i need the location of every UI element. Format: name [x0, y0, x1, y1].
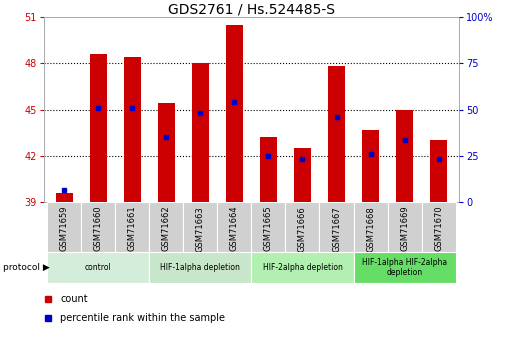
Text: GSM71660: GSM71660 — [93, 206, 103, 252]
Bar — [115, 202, 149, 252]
Bar — [362, 129, 379, 202]
Bar — [192, 63, 209, 202]
Bar — [218, 202, 251, 252]
Bar — [124, 57, 141, 202]
Text: GSM71668: GSM71668 — [366, 206, 375, 252]
Bar — [47, 202, 81, 252]
Text: GSM71659: GSM71659 — [60, 206, 69, 251]
Title: GDS2761 / Hs.524485-S: GDS2761 / Hs.524485-S — [168, 2, 335, 16]
Bar — [294, 148, 311, 202]
Bar — [90, 54, 107, 202]
Bar — [251, 252, 353, 283]
Text: GSM71661: GSM71661 — [128, 206, 136, 252]
Bar — [260, 137, 277, 202]
Text: percentile rank within the sample: percentile rank within the sample — [60, 313, 225, 323]
Bar — [226, 25, 243, 202]
Bar — [328, 67, 345, 202]
Bar — [157, 104, 175, 202]
Text: GSM71667: GSM71667 — [332, 206, 341, 252]
Text: GSM71664: GSM71664 — [230, 206, 239, 252]
Bar — [149, 252, 251, 283]
Bar — [285, 202, 320, 252]
Bar — [430, 140, 447, 202]
Text: control: control — [85, 263, 111, 272]
Bar — [251, 202, 285, 252]
Bar — [396, 110, 413, 202]
Text: GSM71666: GSM71666 — [298, 206, 307, 252]
Bar — [47, 252, 149, 283]
Text: HIF-1alpha HIF-2alpha
depletion: HIF-1alpha HIF-2alpha depletion — [362, 258, 447, 277]
Bar — [55, 193, 72, 202]
Text: GSM71662: GSM71662 — [162, 206, 171, 252]
Bar — [388, 202, 422, 252]
Bar — [422, 202, 456, 252]
Text: HIF-2alpha depletion: HIF-2alpha depletion — [263, 263, 342, 272]
Text: GSM71665: GSM71665 — [264, 206, 273, 252]
Bar — [320, 202, 353, 252]
Bar — [81, 202, 115, 252]
Text: GSM71670: GSM71670 — [434, 206, 443, 252]
Bar — [353, 252, 456, 283]
Bar — [353, 202, 388, 252]
Text: GSM71663: GSM71663 — [196, 206, 205, 252]
Bar — [183, 202, 218, 252]
Text: GSM71669: GSM71669 — [400, 206, 409, 252]
Bar — [149, 202, 183, 252]
Text: protocol ▶: protocol ▶ — [3, 263, 49, 272]
Text: count: count — [60, 294, 88, 304]
Text: HIF-1alpha depletion: HIF-1alpha depletion — [161, 263, 240, 272]
